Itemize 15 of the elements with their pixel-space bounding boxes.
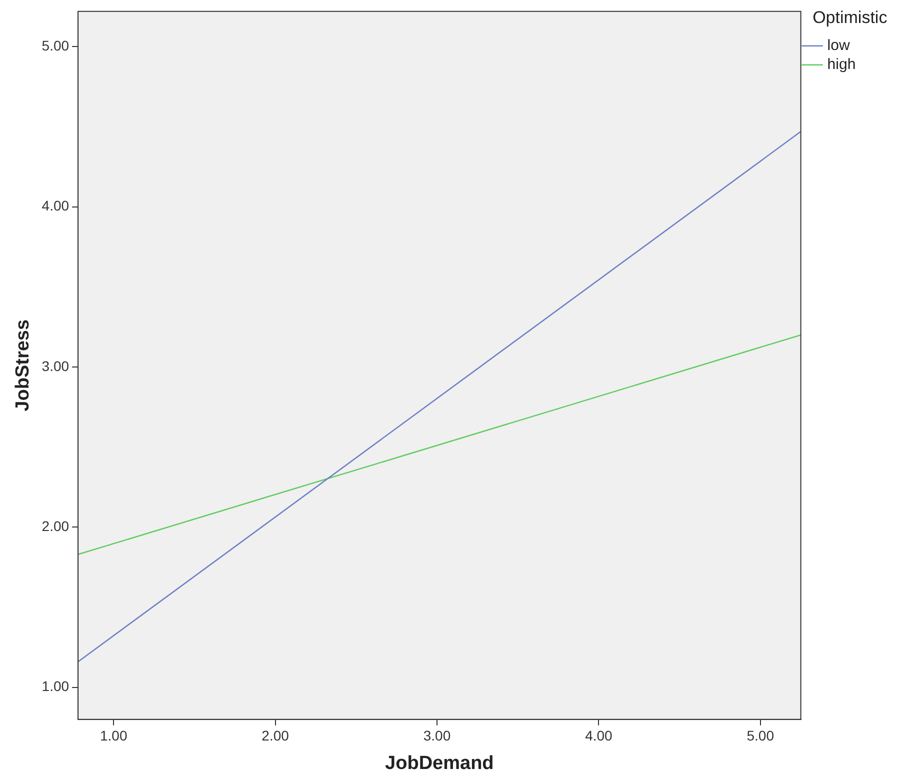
- y-tick-label: 4.00: [42, 198, 70, 214]
- legend-title: Optimistic: [812, 8, 888, 28]
- x-tick-label: 4.00: [585, 728, 613, 744]
- y-tick-label: 2.00: [42, 518, 70, 534]
- x-tick-label: 2.00: [262, 728, 290, 744]
- x-tick-label: 5.00: [746, 728, 774, 744]
- legend-label: high: [827, 56, 890, 74]
- y-tick-label: 3.00: [42, 358, 70, 374]
- x-axis-title: JobDemand: [385, 752, 494, 774]
- legend-label: low: [827, 37, 884, 54]
- y-tick-label: 1.00: [42, 678, 70, 694]
- x-tick-label: 3.00: [423, 728, 451, 744]
- x-tick-label: 1.00: [100, 728, 128, 744]
- y-axis-title: JobStress: [12, 319, 34, 412]
- y-tick-label: 5.00: [42, 38, 70, 54]
